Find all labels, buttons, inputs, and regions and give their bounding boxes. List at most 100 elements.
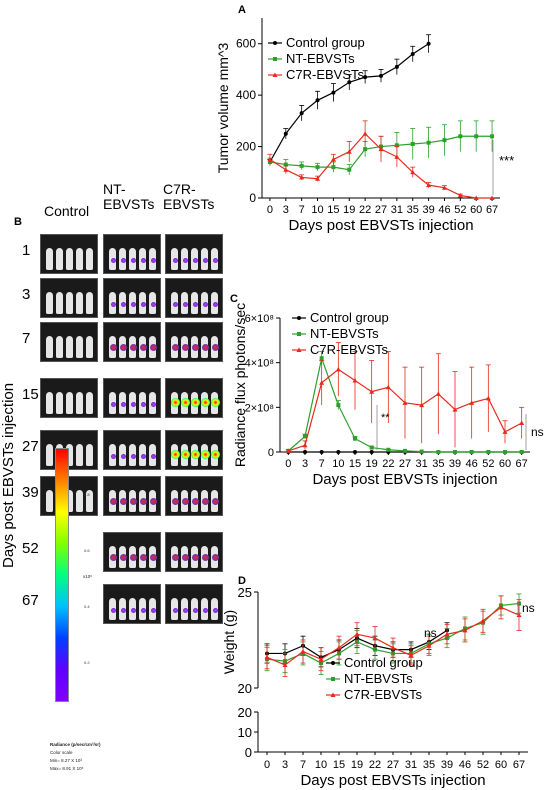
col-header-c7r: C7R- EBVSTs xyxy=(163,181,215,212)
data-point-nt xyxy=(486,450,491,454)
data-point-control xyxy=(353,450,357,454)
data-point-nt xyxy=(503,450,507,454)
data-point-nt xyxy=(319,356,324,361)
data-point-nt xyxy=(394,143,399,148)
data-point-nt xyxy=(379,144,383,149)
legend-marker xyxy=(273,57,277,61)
legend-label: NT-EBVSTs xyxy=(310,326,379,341)
data-point-c7r xyxy=(435,391,441,396)
x-tick-label: 60 xyxy=(499,458,511,470)
col-header-nt: NT- EBVSTs xyxy=(103,181,155,212)
data-point-c7r xyxy=(408,652,414,658)
series-line-c7r xyxy=(288,368,522,452)
data-point-c7r xyxy=(318,656,324,662)
series-line-control xyxy=(269,43,429,163)
imaging-panel: Control NT- EBVSTs C7R- EBVSTs Days post… xyxy=(0,178,228,788)
legend-marker xyxy=(331,661,335,665)
day-label: 15 xyxy=(22,386,39,403)
data-point-control xyxy=(486,450,491,454)
data-point-control xyxy=(337,647,341,652)
bioluminescence-image xyxy=(165,584,223,624)
x-tick-label: 67 xyxy=(516,458,528,470)
data-point-c7r xyxy=(419,402,425,408)
bioluminescence-image xyxy=(40,430,98,470)
colorbar-tick: 0.6 xyxy=(84,548,90,553)
y-tick-label: 25 xyxy=(238,585,252,600)
bioluminescence-image xyxy=(165,378,223,418)
y-tick-label: 200 xyxy=(236,140,256,154)
data-point-nt xyxy=(319,661,323,666)
data-point-nt xyxy=(286,448,291,453)
y-tick-label: 0 xyxy=(268,447,274,459)
bioluminescence-image xyxy=(103,584,161,624)
bioluminescence-image xyxy=(40,278,98,318)
day-label: 39 xyxy=(22,484,39,501)
data-point-nt xyxy=(409,651,413,656)
significance-label: ns xyxy=(531,425,544,439)
data-point-control xyxy=(319,655,323,660)
legend-label: C7R-EBVSTs xyxy=(344,687,423,702)
data-point-nt xyxy=(499,603,503,608)
data-point-nt xyxy=(410,142,415,146)
y-tick-label: 6×10⁸ xyxy=(245,313,274,325)
data-point-c7r xyxy=(385,384,391,390)
data-point-c7r xyxy=(378,146,384,152)
x-tick-label: 22 xyxy=(359,204,371,216)
data-point-c7r xyxy=(335,366,341,372)
x-tick-label: 0 xyxy=(264,759,270,771)
y-tick-label: 2×10⁸ xyxy=(245,402,274,414)
data-point-nt xyxy=(331,165,336,170)
data-point-control xyxy=(336,450,341,454)
legend-marker xyxy=(297,316,301,320)
y-tick-label: 20 xyxy=(238,705,252,720)
data-point-nt xyxy=(355,639,359,644)
data-point-c7r xyxy=(469,400,475,405)
data-point-nt xyxy=(391,651,395,656)
x-tick-label: 15 xyxy=(349,458,361,470)
data-point-c7r xyxy=(362,131,368,136)
data-point-c7r xyxy=(302,442,308,448)
day-label: 27 xyxy=(22,438,39,455)
legend-label: NT-EBVSTs xyxy=(286,51,355,66)
bioluminescence-image xyxy=(103,476,161,516)
data-point-c7r xyxy=(372,635,378,641)
bioluminescence-image xyxy=(165,278,223,318)
data-point-c7r xyxy=(426,182,432,188)
colorbar-unit: x10⁶ xyxy=(83,574,93,579)
x-tick-label: 39 xyxy=(422,204,434,216)
data-point-control xyxy=(315,98,320,103)
data-point-c7r xyxy=(485,395,491,401)
legend-marker xyxy=(273,41,277,45)
data-point-c7r xyxy=(319,380,325,385)
legend-marker xyxy=(296,347,302,352)
data-point-c7r xyxy=(300,649,306,654)
data-point-control xyxy=(409,647,413,652)
x-tick-label: 52 xyxy=(482,458,494,470)
x-tick-label: 22 xyxy=(382,458,394,470)
significance-label: ** xyxy=(381,412,390,424)
data-point-c7r xyxy=(330,156,336,162)
x-tick-label: 7 xyxy=(300,759,306,771)
x-tick-label: 52 xyxy=(477,759,489,771)
data-point-control xyxy=(379,73,383,78)
data-point-c7r xyxy=(354,631,360,637)
data-point-c7r xyxy=(519,420,525,425)
x-tick-label: 31 xyxy=(416,458,428,470)
data-point-control xyxy=(519,450,524,454)
bioluminescence-image xyxy=(103,234,161,274)
legend-marker xyxy=(330,692,336,697)
data-point-c7r xyxy=(394,154,400,159)
data-point-control xyxy=(386,450,391,454)
data-point-nt xyxy=(458,134,463,139)
x-tick-label: 31 xyxy=(405,759,417,771)
series-line-nt xyxy=(287,356,522,453)
data-point-nt xyxy=(426,140,431,145)
data-point-control xyxy=(445,628,449,633)
x-tick-label: 27 xyxy=(375,204,387,216)
data-point-control xyxy=(427,639,431,644)
data-point-nt xyxy=(519,450,524,454)
x-tick-label: 7 xyxy=(299,204,305,216)
data-point-c7r xyxy=(336,645,342,650)
data-point-control xyxy=(286,450,291,454)
data-point-nt xyxy=(363,147,368,152)
